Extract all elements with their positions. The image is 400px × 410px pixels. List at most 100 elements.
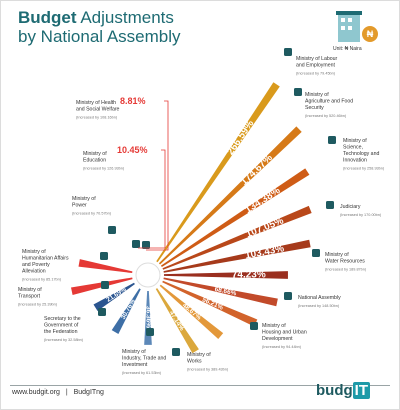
budgit-logo: budg IT xyxy=(316,382,370,399)
category-text: Transport xyxy=(18,294,41,300)
bar-0 xyxy=(156,82,280,263)
value-label-8: 48.67% xyxy=(181,302,203,322)
category-text: and Poverty xyxy=(22,262,50,268)
ministry-icon xyxy=(284,292,292,300)
callout-value-14: 8.81% xyxy=(120,96,146,106)
increase-note: (Increased by 108.16bn) xyxy=(76,116,118,120)
brand-accent: IT xyxy=(352,382,370,399)
category-text: Security xyxy=(305,105,324,111)
increase-note: (Increased by 148.50bn) xyxy=(298,304,340,308)
category-text: Ministry of xyxy=(83,151,107,157)
category-text: Agriculture and Food xyxy=(305,99,353,105)
ministry-icon xyxy=(312,249,320,257)
increase-note: (Increased by 85.17bn) xyxy=(22,278,62,282)
bar-8 xyxy=(159,284,224,339)
unit-label: Unit: ₦ Naira xyxy=(333,46,362,52)
chart-title: Budget Adjustments by National Assembly xyxy=(18,8,181,46)
chart-hub xyxy=(135,262,161,288)
bar-4 xyxy=(163,239,311,273)
increase-note: (Increased by 94.44bn) xyxy=(262,345,302,349)
bar-12 xyxy=(93,282,135,312)
category-text: Alleviation xyxy=(22,269,46,275)
ministry-icon xyxy=(172,348,180,356)
value-label-0: 266.59% xyxy=(225,118,256,157)
category-text: Ministry of xyxy=(18,287,42,293)
category-text: and Employment xyxy=(296,63,335,69)
category-text: the Federation xyxy=(44,329,78,335)
increase-note: (Increased by 32.58bn) xyxy=(44,338,84,342)
value-label-1: 174.67% xyxy=(239,152,275,187)
category-text: Innovation xyxy=(343,158,367,164)
ministry-icon xyxy=(100,252,108,260)
footer-separator: | xyxy=(65,389,68,396)
category-text: Ministry of Labour xyxy=(296,56,338,62)
category-text: Works xyxy=(187,359,202,365)
category-text: Ministry of xyxy=(187,352,211,358)
bar-5 xyxy=(163,271,288,279)
footer-website[interactable]: www.budgit.org xyxy=(12,389,60,396)
ministry-icon xyxy=(132,240,140,248)
ministry-icon xyxy=(250,322,258,330)
category-text: Investment xyxy=(122,362,148,368)
callout-value-13: 10.45% xyxy=(117,145,148,155)
title-bold: Budget xyxy=(18,8,77,27)
increase-note: (Increased by 61.53bn) xyxy=(122,371,162,375)
bar-2 xyxy=(160,168,310,267)
category-text: Ministry of xyxy=(305,92,329,98)
value-label-9: 47.14% xyxy=(168,310,186,333)
category-label-5: National Assembly (Increased by 148.50bn) xyxy=(298,295,341,308)
ministry-icon xyxy=(294,88,302,96)
ministry-icon xyxy=(328,136,336,144)
bar-7 xyxy=(162,280,258,327)
category-text: Housing and Urban xyxy=(262,330,307,336)
ministry-icon xyxy=(98,308,106,316)
bar-9 xyxy=(155,288,199,354)
callout-line-13 xyxy=(138,149,166,249)
value-label-11: 30.76% xyxy=(120,298,137,321)
category-text: Ministry of xyxy=(325,252,349,258)
category-text: Ministry of xyxy=(22,249,46,255)
footer-social[interactable]: BudgITng xyxy=(73,389,104,396)
ministry-icon xyxy=(142,241,150,249)
increase-note: (Increased by 170.00bn) xyxy=(340,213,382,217)
category-text: and Social Welfare xyxy=(76,107,120,113)
increase-note: (Increased by 389.43bn) xyxy=(187,368,229,372)
increase-note: (Increased by 189.87bn) xyxy=(325,268,367,272)
title-rest: Adjustments xyxy=(76,8,174,27)
category-text: Science, xyxy=(343,145,363,151)
footer: www.budgit.org | BudgITng xyxy=(12,389,108,396)
ministry-icon xyxy=(108,226,116,234)
value-label-12: 21.69% xyxy=(105,286,128,304)
category-text: Ministry of xyxy=(343,138,367,144)
value-label-6: 68.66% xyxy=(214,286,237,297)
brand-main: budg xyxy=(316,382,353,399)
ministry-icon xyxy=(146,328,154,336)
category-text: Ministry of xyxy=(262,323,286,329)
svg-text:₦: ₦ xyxy=(367,29,374,39)
category-text: Technology and xyxy=(343,151,379,157)
category-text: Secretary to the xyxy=(44,316,81,322)
category-text: Development xyxy=(262,336,293,342)
bar-1 xyxy=(158,126,302,265)
category-text: Industry, Trade and xyxy=(122,356,166,362)
category-text: Education xyxy=(83,158,106,164)
category-text: Ministry of Health xyxy=(76,100,116,106)
increase-note: (Increased by 70.57bn) xyxy=(72,212,112,216)
category-text: Judiciary xyxy=(340,204,361,210)
increase-note: (Increased by 25.39bn) xyxy=(18,303,58,307)
ministry-icon xyxy=(284,48,292,56)
value-label-7: 56.21% xyxy=(201,296,224,311)
increase-note: (Increased by 79.45bn) xyxy=(296,72,336,76)
value-label-5: 74.23% xyxy=(232,270,266,281)
footer-divider xyxy=(10,385,390,386)
category-label-3: Judiciary (Increased by 170.00bn) xyxy=(340,204,382,217)
